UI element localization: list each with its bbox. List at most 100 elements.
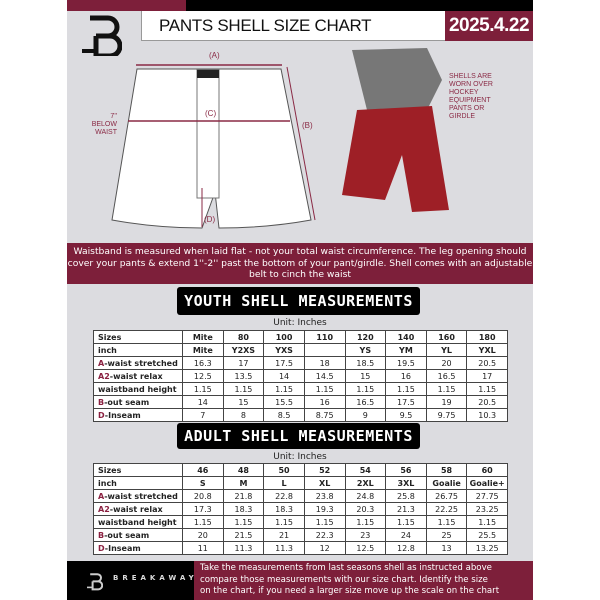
instructions-banner: Waistband is measured when laid flat - n… [67, 243, 533, 284]
measure-label: -out seam [104, 530, 150, 540]
table-row: A-waist stretched 16.3 17 17.5 18 18.5 19.5 20 2… [93, 356, 508, 370]
table-cell: 18.3 [222, 502, 265, 516]
table-cell: 16.5 [425, 369, 468, 383]
table-cell: 160 [425, 330, 468, 344]
top-bar-accent [67, 0, 186, 11]
table-cell: 23 [344, 528, 387, 542]
table-cell: 14 [182, 395, 224, 409]
table-cell: 58 [425, 463, 468, 477]
row-label: A-waist stretched [93, 489, 183, 503]
table-cell: 80 [222, 330, 265, 344]
table-cell: 11 [182, 541, 224, 555]
table-cell: 15 [344, 369, 387, 383]
table-cell: 1.15 [385, 515, 427, 529]
table-cell: 9.75 [425, 408, 468, 422]
adult-size-table: Sizes 46 48 50 52 54 56 58 60 inch S M L XL 2XL 3XL Goal… [93, 463, 508, 555]
table-row: waistband height 1.15 1.15 1.15 1.15 1.15 1.15… [93, 382, 508, 396]
table-cell: Mite [182, 343, 224, 357]
table-cell: 27.75 [466, 489, 508, 503]
measure-label: inch [98, 478, 117, 488]
row-label: inch [93, 343, 183, 357]
table-cell: 16 [303, 395, 346, 409]
table-cell: 22.3 [303, 528, 346, 542]
table-cell: 1.15 [466, 515, 508, 529]
table-cell: 60 [466, 463, 508, 477]
table-cell: 20.5 [466, 356, 508, 370]
table-cell: 50 [263, 463, 305, 477]
adult-title: ADULT SHELL MEASUREMENTS [177, 423, 420, 449]
table-cell: 15.5 [263, 395, 305, 409]
table-cell: 46 [182, 463, 224, 477]
table-cell: 3XL [385, 476, 427, 490]
table-row: waistband height 1.15 1.15 1.15 1.15 1.15 1.15… [93, 515, 508, 529]
row-label: D-Inseam [93, 541, 183, 555]
table-row: B-out seam 20 21.5 21 22.3 23 24 25 25.5 [93, 528, 508, 542]
label-a: (A) [209, 51, 220, 60]
below-waist-note: 7'' BELOW WAIST [91, 113, 117, 136]
table-cell: 21.5 [222, 528, 265, 542]
table-cell: 120 [344, 330, 387, 344]
table-cell: 16 [385, 369, 427, 383]
table-cell: 12 [303, 541, 346, 555]
table-cell: 21 [263, 528, 305, 542]
measure-label: Sizes [98, 465, 122, 475]
breakaway-logo-small [87, 573, 103, 591]
table-cell: 19.5 [385, 356, 427, 370]
measure-label: -waist stretched [104, 491, 178, 501]
table-cell: 13 [425, 541, 468, 555]
table-cell: 18.3 [263, 502, 305, 516]
table-cell: 14.5 [303, 369, 346, 383]
table-cell: 22.8 [263, 489, 305, 503]
table-cell: 14 [263, 369, 305, 383]
footer-brand-area [67, 561, 194, 600]
table-cell: 17 [222, 356, 265, 370]
table-cell: Goalie+ [466, 476, 508, 490]
table-cell: Y2XS [222, 343, 265, 357]
table-cell: 110 [303, 330, 346, 344]
table-cell: 48 [222, 463, 265, 477]
table-cell: 20 [182, 528, 224, 542]
row-label: A2-waist relax [93, 502, 183, 516]
table-cell: 13.25 [466, 541, 508, 555]
table-cell: M [222, 476, 265, 490]
footer-note: Take the measurements from last seasons … [194, 561, 533, 600]
table-cell: Goalie [425, 476, 468, 490]
table-cell: 1.15 [222, 382, 265, 396]
table-cell: 12.5 [344, 541, 387, 555]
row-label: B-out seam [93, 528, 183, 542]
table-row: inch Mite Y2XS YXS YS YM YL YXL [93, 343, 508, 357]
table-cell: 24 [385, 528, 427, 542]
label-d: (D) [204, 215, 216, 224]
measure-label: -Inseam [104, 543, 141, 553]
date-badge: 2025.4.22 [445, 11, 533, 41]
table-cell: 100 [263, 330, 305, 344]
table-cell: 15 [222, 395, 265, 409]
table-cell: 11.3 [263, 541, 305, 555]
table-cell: 20.5 [466, 395, 508, 409]
table-cell: 1.15 [344, 382, 387, 396]
measure-label: -Inseam [104, 410, 141, 420]
label-b: (B) [302, 121, 313, 130]
table-cell: L [263, 476, 305, 490]
table-cell: XL [303, 476, 346, 490]
table-cell: 25 [425, 528, 468, 542]
measure-label: -waist relax [109, 504, 163, 514]
table-cell: 20.3 [344, 502, 387, 516]
table-cell: 56 [385, 463, 427, 477]
row-label: D-Inseam [93, 408, 183, 422]
measure-code: D [98, 410, 105, 420]
table-cell: 1.15 [344, 515, 387, 529]
row-label: inch [93, 476, 183, 490]
table-row: Sizes 46 48 50 52 54 56 58 60 [93, 463, 508, 477]
table-cell: 26.75 [425, 489, 468, 503]
table-cell: 2XL [344, 476, 387, 490]
table-cell: 17.5 [385, 395, 427, 409]
table-row: inch S M L XL 2XL 3XL Goalie Goalie+ [93, 476, 508, 490]
measure-code: A2 [98, 504, 110, 514]
table-cell: 18 [303, 356, 346, 370]
table-cell: 9.5 [385, 408, 427, 422]
measure-label: Sizes [98, 332, 122, 342]
table-cell: 12.5 [182, 369, 224, 383]
table-cell: 1.15 [263, 515, 305, 529]
row-label: waistband height [93, 515, 183, 529]
